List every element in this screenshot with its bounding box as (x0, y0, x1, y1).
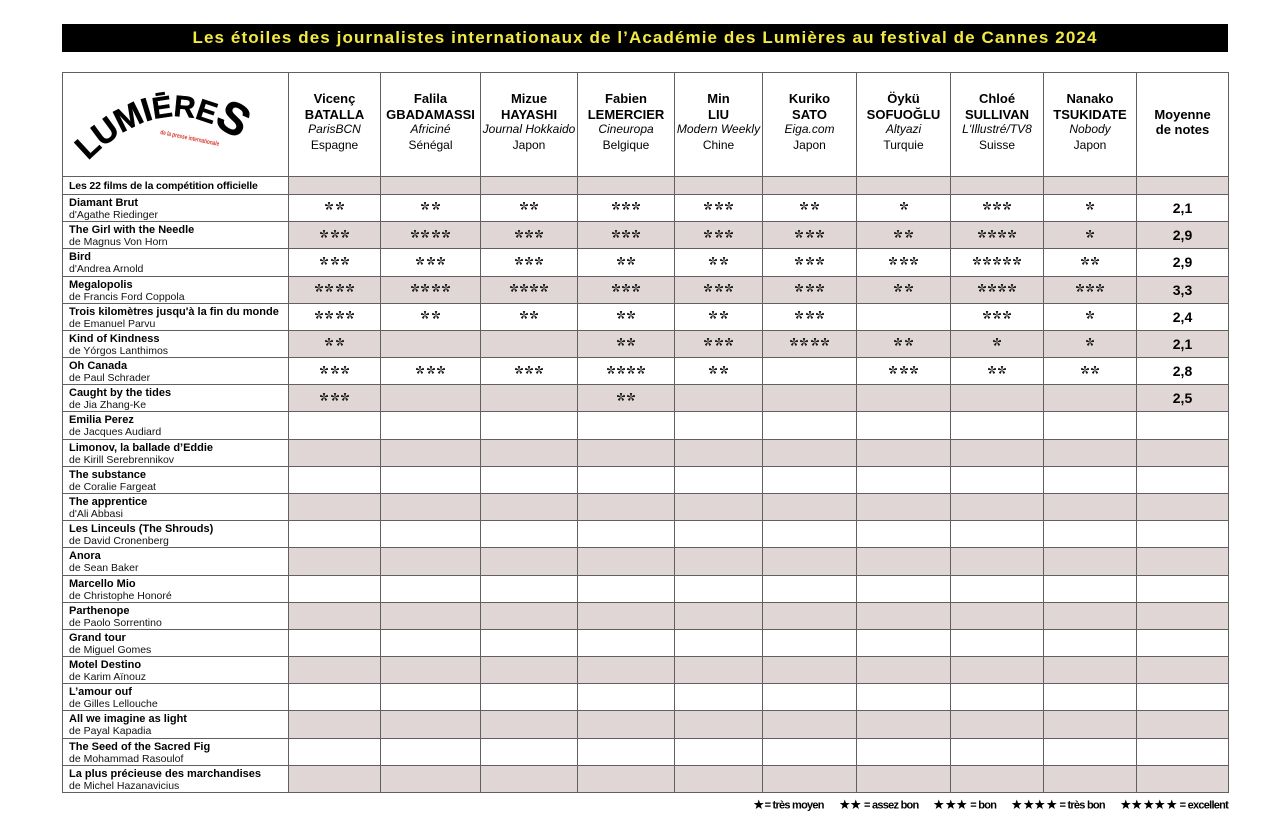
svg-text:LUMIĒRES: LUMIĒRES (68, 89, 260, 166)
